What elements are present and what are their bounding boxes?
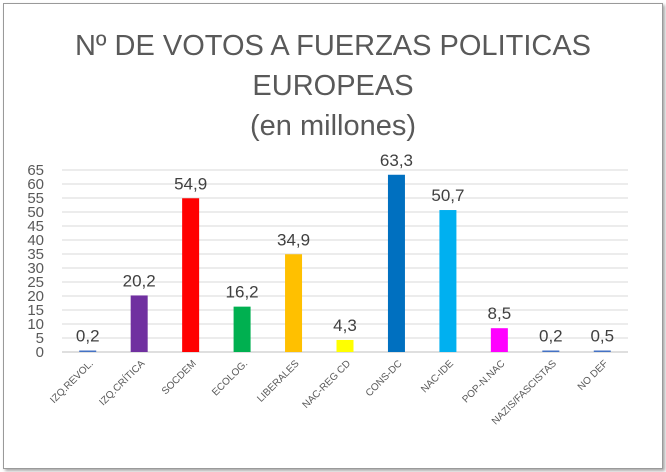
data-label: 50,7 [431,186,464,205]
bar-liberales [285,254,303,352]
y-tick-label: 45 [27,218,44,235]
data-label: 0,2 [76,327,100,346]
y-tick-label: 15 [27,302,44,319]
y-tick-label: 30 [27,260,44,277]
data-labels: 0,2 20,2 54,9 16,2 34,9 4,3 63,3 50,7 8,5 0,2 0,5 [76,151,614,346]
data-label: 0,5 [590,327,614,346]
y-tick-label: 65 [27,162,44,179]
category-label: SOCDEM [160,358,199,397]
bar-pop-n-nac [490,328,508,352]
category-label: NAC-IDE [419,358,456,395]
data-label: 54,9 [174,174,207,193]
data-label: 34,9 [277,230,310,249]
chart-title-line-2: EUROPEAS [252,70,414,102]
data-label: 0,2 [539,327,563,346]
bar-nazis-fascistas [542,350,560,352]
category-labels: IZQ.REVOL. IZQ.CRÍTICA SOCDEM ECOLOG. LIBERA… [48,357,610,428]
category-label: CONS-DC [364,358,405,399]
y-tick-label: 60 [27,176,44,193]
y-tick-label: 40 [27,232,44,249]
bars [79,174,611,352]
data-label: 63,3 [380,151,413,170]
bar-izq-revol- [79,350,97,352]
category-label: POP-N.NAC [460,358,507,405]
y-tick-label: 0 [36,344,44,361]
category-label: NO DEF [576,358,610,392]
category-label: ECOLOG. [210,358,250,398]
y-tick-label: 55 [27,190,44,207]
chart-title-line-3: (en millones) [250,110,416,142]
y-tick-label: 10 [27,316,44,333]
bar-nac-reg-cd [336,339,354,352]
category-label: IZQ.CRÍTICA [96,357,147,408]
data-label: 8,5 [488,304,512,323]
chart-title-line-1: Nº DE VOTOS A FUERZAS POLITICAS [74,30,592,62]
bar-no-def [593,350,611,352]
bar-izq-cr-tica [130,295,148,352]
bar-nac-ide [439,210,457,352]
category-label: IZQ.REVOL. [48,358,95,405]
y-tick-label: 50 [27,204,44,221]
data-label: 20,2 [123,271,156,290]
y-tick-label: 25 [27,274,44,291]
category-label: LIBERALES [255,358,302,405]
data-label: 16,2 [226,283,259,302]
y-tick-label: 20 [27,288,44,305]
y-tick-label: 35 [27,246,44,263]
bar-ecolog- [233,306,251,352]
category-label: NAC-REG CD [301,358,354,411]
data-label: 4,3 [333,316,357,335]
bar-socdem [182,198,200,352]
y-tick-label: 5 [36,330,44,347]
chart-frame [3,3,663,469]
bar-cons-dc [387,174,405,352]
